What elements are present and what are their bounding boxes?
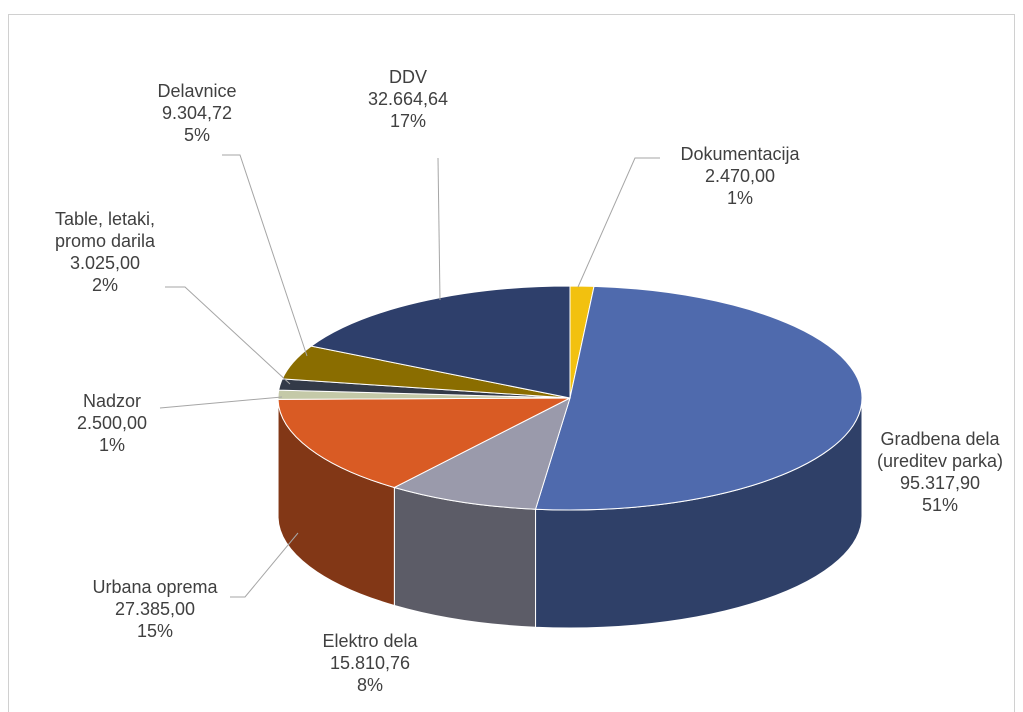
value-label: 3.025,00 bbox=[69, 253, 141, 273]
category-label: Dokumentacija bbox=[680, 144, 800, 164]
percent-label: 5% bbox=[183, 125, 211, 145]
leader-line bbox=[230, 532, 299, 598]
category-label: Delavnice bbox=[157, 81, 237, 101]
value-label: 15.810,76 bbox=[329, 653, 411, 673]
leader-line bbox=[165, 286, 291, 385]
category-label: DDV bbox=[388, 67, 427, 87]
leader-line bbox=[577, 157, 660, 288]
value-label: 32.664,64 bbox=[367, 89, 449, 109]
value-label: 95.317,90 bbox=[899, 473, 981, 493]
category-label: Nadzor bbox=[82, 391, 142, 411]
category-label: Urbana oprema bbox=[92, 577, 218, 597]
value-label: 2.470,00 bbox=[704, 166, 776, 186]
percent-label: 15% bbox=[136, 621, 174, 641]
slice bbox=[277, 397, 571, 489]
slice bbox=[393, 397, 571, 510]
value-label: 9.304,72 bbox=[161, 103, 233, 123]
percent-label: 1% bbox=[726, 188, 754, 208]
slice bbox=[534, 285, 863, 511]
percent-label: 1% bbox=[98, 435, 126, 455]
percent-label: 51% bbox=[921, 495, 959, 515]
category-label: Table, letaki, promo darila bbox=[54, 209, 156, 251]
category-label: Gradbena dela (ureditev parka) bbox=[876, 429, 1004, 471]
percent-label: 2% bbox=[91, 275, 119, 295]
leader-line bbox=[437, 157, 441, 301]
value-label: 27.385,00 bbox=[114, 599, 196, 619]
slice bbox=[310, 285, 571, 399]
category-label: Elektro dela bbox=[322, 631, 418, 651]
percent-label: 8% bbox=[356, 675, 384, 695]
value-label: 2.500,00 bbox=[76, 413, 148, 433]
percent-label: 17% bbox=[389, 111, 427, 131]
leader-line bbox=[222, 154, 308, 357]
leader-line bbox=[159, 396, 283, 409]
